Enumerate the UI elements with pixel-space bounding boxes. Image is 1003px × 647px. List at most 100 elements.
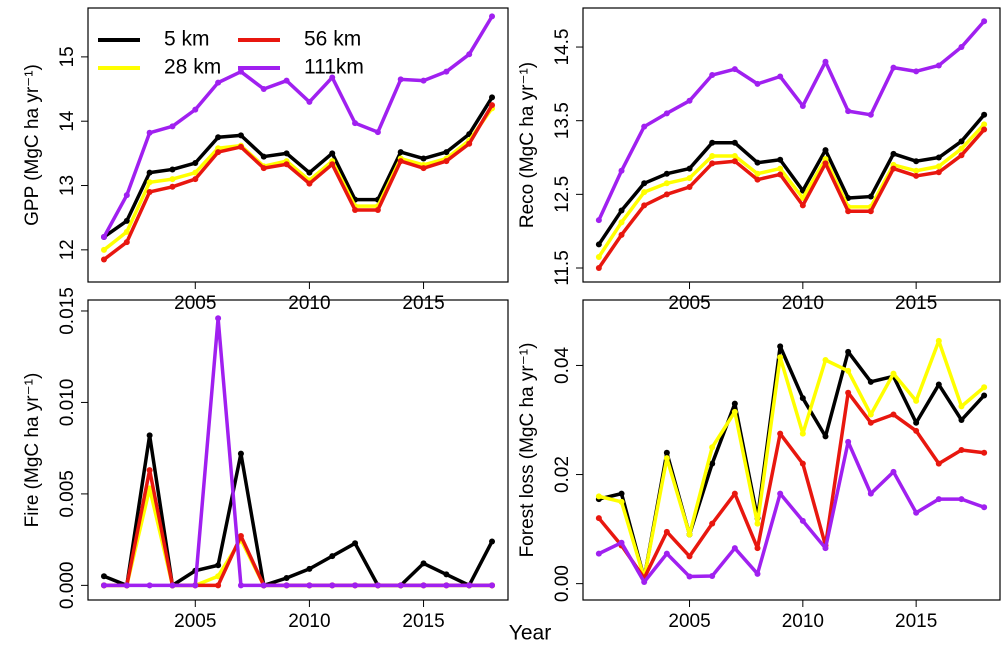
series-point xyxy=(709,160,716,167)
series-point xyxy=(981,384,988,391)
series-point xyxy=(890,411,897,418)
series-point xyxy=(215,582,222,589)
series-point xyxy=(663,528,670,535)
series-point xyxy=(686,553,693,560)
y-tick-label: 0.000 xyxy=(57,562,78,610)
series-point xyxy=(641,579,648,585)
series-point xyxy=(192,582,199,589)
series-point xyxy=(799,430,806,437)
series-point xyxy=(731,408,738,415)
series-point xyxy=(754,159,761,166)
series-point xyxy=(374,129,381,136)
series-point xyxy=(845,348,852,355)
series-point xyxy=(618,490,625,497)
series-point xyxy=(663,191,670,198)
series-point xyxy=(935,460,942,467)
series-point xyxy=(845,108,852,115)
series-point xyxy=(709,153,716,160)
series-point xyxy=(731,158,738,165)
series-point xyxy=(329,161,336,168)
series-point xyxy=(731,66,738,73)
series-point xyxy=(100,256,107,263)
legend-label: 28 km xyxy=(164,56,221,79)
series-point xyxy=(867,208,874,215)
series-point xyxy=(146,169,153,176)
series-point xyxy=(777,165,784,172)
series-point xyxy=(146,432,153,439)
series-line xyxy=(103,433,494,588)
legend-label: 56 km xyxy=(304,28,361,51)
series-point xyxy=(420,77,427,84)
series-point xyxy=(595,493,602,500)
series-point xyxy=(913,419,920,426)
series-point xyxy=(374,582,381,589)
series-point xyxy=(958,138,965,145)
series-point xyxy=(215,79,222,86)
series-line xyxy=(598,339,986,580)
series-point xyxy=(845,438,852,445)
series-point xyxy=(777,343,784,350)
series-point xyxy=(443,582,450,589)
series-point xyxy=(489,582,496,589)
series-point xyxy=(215,315,222,322)
series-point xyxy=(822,160,829,167)
series-point xyxy=(958,417,965,423)
series-line xyxy=(103,316,493,588)
series-point xyxy=(123,192,130,199)
series-point xyxy=(731,400,738,407)
series-point xyxy=(935,496,942,503)
series-point xyxy=(890,150,897,157)
series-point xyxy=(260,165,267,172)
series-point xyxy=(466,140,473,147)
series-point xyxy=(329,553,336,560)
series-point xyxy=(709,573,716,579)
series-point xyxy=(686,573,693,580)
series-point xyxy=(641,202,648,209)
series-point xyxy=(777,354,784,361)
x-tick-label: 2005 xyxy=(668,293,710,314)
series-point xyxy=(777,171,784,178)
series-point xyxy=(663,180,670,187)
series-point xyxy=(799,395,806,402)
series-point xyxy=(663,550,670,557)
x-tick-label: 2005 xyxy=(668,611,710,632)
series-point xyxy=(397,76,404,83)
series-point xyxy=(146,188,153,195)
series-point xyxy=(374,206,381,213)
series-point xyxy=(913,158,920,165)
series-point xyxy=(754,170,761,177)
series-point xyxy=(169,176,176,183)
series-point xyxy=(641,189,648,196)
series-point xyxy=(981,18,988,25)
series-point xyxy=(352,540,359,547)
y-tick-label: 12.5 xyxy=(552,176,573,213)
series-point xyxy=(123,228,130,235)
series-point xyxy=(958,496,965,503)
series-point xyxy=(397,149,404,156)
y-tick-label: 14 xyxy=(57,110,78,132)
series-point xyxy=(981,392,988,399)
series-point xyxy=(146,179,153,186)
series-line xyxy=(102,107,494,252)
series-point xyxy=(237,450,244,457)
series-point xyxy=(799,202,806,209)
series-point xyxy=(822,147,829,154)
series-point xyxy=(237,68,244,75)
x-tick-label: 2005 xyxy=(174,611,216,632)
series-point xyxy=(958,145,965,152)
series-point xyxy=(489,102,496,109)
series-point xyxy=(867,111,874,118)
series-point xyxy=(641,123,648,130)
series-point xyxy=(443,571,450,578)
series-point xyxy=(709,72,716,79)
series-point xyxy=(777,73,784,80)
series-point xyxy=(352,120,359,127)
series-line xyxy=(102,104,494,261)
series-point xyxy=(329,150,336,157)
series-line xyxy=(102,15,494,238)
series-point xyxy=(489,13,496,20)
y-axis-label: Forest loss (MgC ha yr⁻¹) xyxy=(517,343,538,558)
series-point xyxy=(215,562,222,569)
